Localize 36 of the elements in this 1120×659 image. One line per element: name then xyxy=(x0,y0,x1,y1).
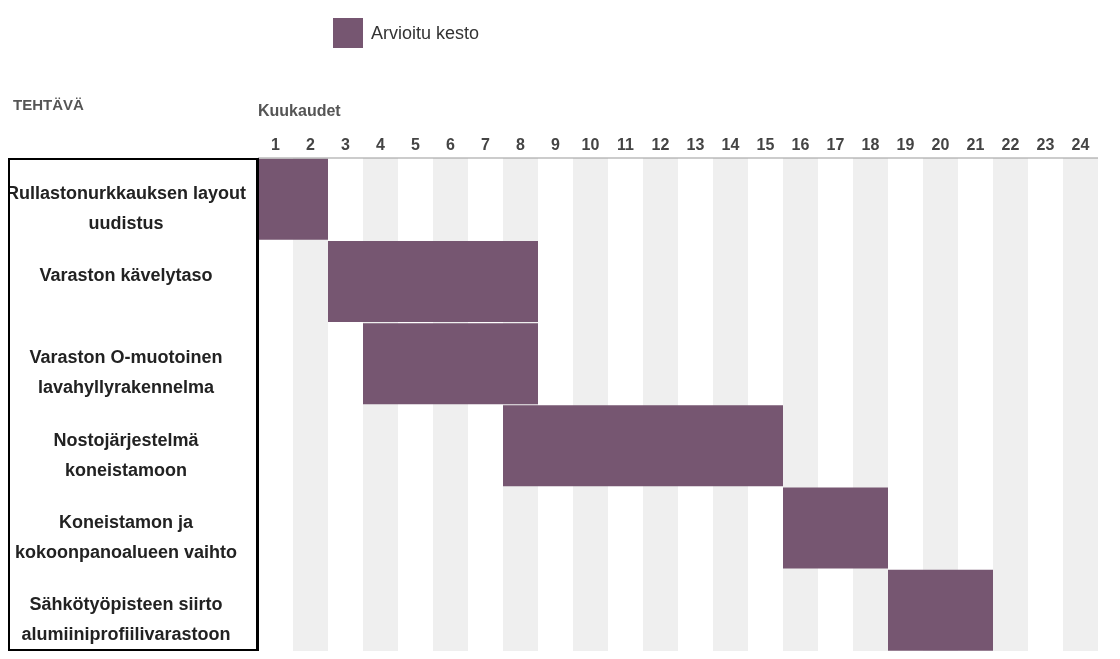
x-tick-label: 2 xyxy=(306,136,316,153)
y-tick-label: Sähkötyöpisteen siirto alumiiniprofiilivarastoon xyxy=(21,593,231,644)
x-tick-label: 12 xyxy=(651,136,670,153)
x-tick-label: 9 xyxy=(551,136,561,153)
x-axis-title: Kuukaudet xyxy=(258,102,342,120)
x-tick-label: 10 xyxy=(581,136,600,153)
x-tick-label: 4 xyxy=(376,136,386,153)
bar xyxy=(258,158,328,240)
y-tick-label: Rullastonurkkauksen layout uudistus xyxy=(5,183,247,234)
x-tick-label: 8 xyxy=(516,136,526,153)
x-tick-label: 11 xyxy=(617,136,635,153)
y-tick-label: Koneistamon ja kokoonpanoalueen vaihto xyxy=(14,511,238,562)
x-tick-label: 20 xyxy=(931,136,950,153)
x-tick-label: 24 xyxy=(1071,136,1090,153)
x-tick-label: 16 xyxy=(791,136,810,153)
x-tick-label: 23 xyxy=(1036,136,1055,153)
bar xyxy=(888,569,993,651)
legend-label: Arvioitu kesto xyxy=(371,22,480,44)
x-tick-label: 6 xyxy=(446,136,456,153)
x-tick-label: 17 xyxy=(826,136,845,153)
y-tick-label: Varaston kävelytaso xyxy=(39,265,213,286)
x-tick-label: 5 xyxy=(411,136,421,153)
x-tick-label: 7 xyxy=(481,136,491,153)
y-tick-label: Varaston O-muotoinen lavahyllyrakennelma xyxy=(29,347,223,398)
x-tick-label: 15 xyxy=(756,136,775,153)
x-tick-label: 22 xyxy=(1001,136,1020,153)
y-axis-title: TEHTÄVÄ xyxy=(13,96,84,113)
y-tick-label: Nostojärjestelmä koneistamoon xyxy=(53,429,200,480)
x-tick-label: 1 xyxy=(271,136,281,153)
x-tick-label: 21 xyxy=(966,136,985,153)
x-tick-label: 13 xyxy=(686,136,705,153)
bar xyxy=(783,487,888,569)
x-tick-label: 14 xyxy=(721,136,740,153)
x-tick-label: 18 xyxy=(861,136,880,153)
x-tick-label: 3 xyxy=(341,136,351,153)
x-tick-label: 19 xyxy=(896,136,915,153)
